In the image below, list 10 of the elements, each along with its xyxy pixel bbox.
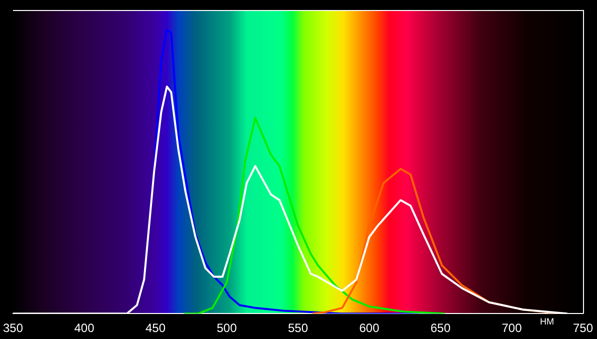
x-tick-label: 600 <box>359 321 380 336</box>
x-tick-label: 700 <box>502 321 522 336</box>
x-tick-label: 500 <box>216 321 238 336</box>
x-tick-label: 450 <box>145 321 166 336</box>
x-tick-label: 400 <box>74 321 95 336</box>
x-axis-title: НМ <box>540 316 554 327</box>
x-tick-label: 750 <box>572 321 594 336</box>
x-tick-label: 550 <box>288 321 308 336</box>
x-tick-label: 350 <box>2 321 24 336</box>
x-tick-label: 650 <box>430 321 451 336</box>
